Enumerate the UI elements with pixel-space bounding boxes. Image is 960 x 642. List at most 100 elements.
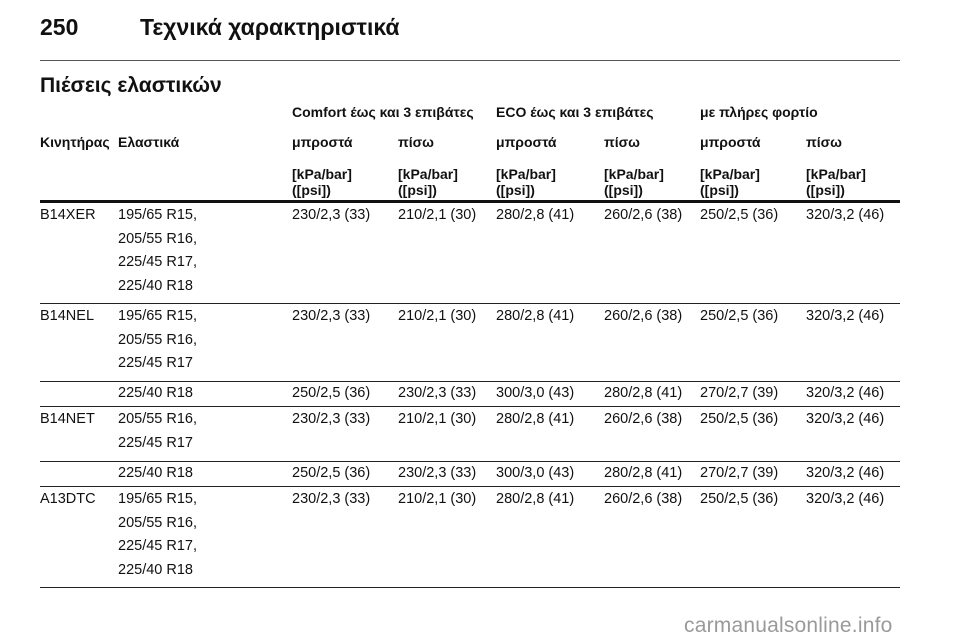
pressure-cell: 210/2,1 (30) xyxy=(398,411,477,427)
pressure-cell: 280/2,8 (41) xyxy=(604,385,683,401)
unit-label: [kPa/bar] ([psi]) xyxy=(806,166,866,198)
table-row: A13DTC 195/65 R15, 205/55 R16, 225/45 R1… xyxy=(40,487,900,588)
pressure-cell: 250/2,5 (36) xyxy=(292,385,371,401)
engine-cell: A13DTC xyxy=(40,491,96,507)
group-header-full-load: με πλήρες φορτίο xyxy=(700,104,818,120)
pressure-cell: 230/2,3 (33) xyxy=(292,411,371,427)
watermark: carmanualsonline.info xyxy=(684,614,893,637)
tyre-size: 225/45 R17 xyxy=(118,434,193,451)
pressure-cell: 320/3,2 (46) xyxy=(806,385,885,401)
tyre-size: 205/55 R16, xyxy=(118,230,198,247)
tyre-size: 225/40 R18 xyxy=(118,465,193,481)
pressure-cell: 280/2,8 (41) xyxy=(604,465,683,481)
pressure-cell: 230/2,3 (33) xyxy=(398,465,477,481)
unit-kpa-bar: [kPa/bar] xyxy=(496,166,556,182)
tyre-size: 195/65 R15, xyxy=(118,207,198,223)
tyre-size: 205/55 R16, xyxy=(118,411,198,427)
tyre-size: 225/45 R17, xyxy=(118,254,198,270)
column-header-comfort-front: μπροστά xyxy=(292,134,353,150)
table-row: 225/40 R18 250/2,5 (36) 230/2,3 (33) 300… xyxy=(40,462,900,487)
pressure-cell: 280/2,8 (41) xyxy=(496,308,575,324)
tyre-size: 225/40 R18 xyxy=(118,385,193,401)
pressure-cell: 230/2,3 (33) xyxy=(292,207,371,223)
pressure-cell: 320/3,2 (46) xyxy=(806,207,885,223)
tyre-size: 205/55 R16, xyxy=(118,514,198,531)
unit-label: [kPa/bar] ([psi]) xyxy=(398,166,458,198)
pressure-cell: 300/3,0 (43) xyxy=(496,385,575,401)
unit-kpa-bar: [kPa/bar] xyxy=(292,166,352,182)
table-row: B14XER 195/65 R15, 205/55 R16, 225/45 R1… xyxy=(40,203,900,304)
pressure-cell: 210/2,1 (30) xyxy=(398,308,477,324)
unit-psi: ([psi]) xyxy=(604,182,643,198)
unit-kpa-bar: [kPa/bar] xyxy=(700,166,760,182)
tyres-cell: 205/55 R16, 225/45 R17 xyxy=(118,411,197,458)
column-header-eco-front: μπροστά xyxy=(496,134,557,150)
engine-cell: B14NEL xyxy=(40,308,95,324)
column-header-row: Κινητήρας Ελαστικά μπροστά πίσω μπροστά … xyxy=(40,124,900,158)
pressure-cell: 320/3,2 (46) xyxy=(806,465,885,481)
pressure-cell: 280/2,8 (41) xyxy=(496,207,575,223)
pressure-cell: 260/2,6 (38) xyxy=(604,207,683,223)
pressure-cell: 250/2,5 (36) xyxy=(700,411,779,427)
unit-label: [kPa/bar] ([psi]) xyxy=(700,166,760,198)
engine-cell: B14NET xyxy=(40,411,95,427)
pressure-cell: 280/2,8 (41) xyxy=(496,411,575,427)
section-title: Πιέσεις ελαστικών xyxy=(40,74,222,97)
page-number: 250 xyxy=(40,14,79,40)
tyres-cell: 195/65 R15, 205/55 R16, 225/45 R17, 225/… xyxy=(118,491,197,585)
pressure-cell: 230/2,3 (33) xyxy=(292,308,371,324)
unit-kpa-bar: [kPa/bar] xyxy=(398,166,458,182)
pressure-cell: 250/2,5 (36) xyxy=(700,491,779,507)
unit-psi: ([psi]) xyxy=(292,182,331,198)
pressure-cell: 260/2,6 (38) xyxy=(604,491,683,507)
pressure-cell: 320/3,2 (46) xyxy=(806,491,885,507)
tyres-cell: 195/65 R15, 205/55 R16, 225/45 R17 xyxy=(118,308,197,379)
unit-label: [kPa/bar] ([psi]) xyxy=(292,166,352,198)
tyre-size: 225/45 R17 xyxy=(118,355,193,371)
tyre-size: 195/65 R15, xyxy=(118,491,198,507)
unit-psi: ([psi]) xyxy=(806,182,845,198)
table-row: B14NEL 195/65 R15, 205/55 R16, 225/45 R1… xyxy=(40,304,900,382)
column-header-eco-rear: πίσω xyxy=(604,134,641,150)
column-header-engine: Κινητήρας xyxy=(40,134,110,150)
pressure-cell: 250/2,5 (36) xyxy=(700,207,779,223)
pressure-cell: 300/3,0 (43) xyxy=(496,465,575,481)
group-header-eco: ECO έως και 3 επιβάτες xyxy=(496,104,654,120)
chapter-title: Τεχνικά χαρακτηριστικά xyxy=(140,14,400,40)
column-header-full-front: μπροστά xyxy=(700,134,761,150)
pressure-cell: 280/2,8 (41) xyxy=(496,491,575,507)
pressure-cell: 270/2,7 (39) xyxy=(700,385,779,401)
column-header-full-rear: πίσω xyxy=(806,134,843,150)
unit-kpa-bar: [kPa/bar] xyxy=(604,166,664,182)
unit-psi: ([psi]) xyxy=(398,182,437,198)
pressure-cell: 230/2,3 (33) xyxy=(398,385,477,401)
unit-label: [kPa/bar] ([psi]) xyxy=(496,166,556,198)
pressure-cell: 250/2,5 (36) xyxy=(292,465,371,481)
unit-psi: ([psi]) xyxy=(700,182,739,198)
header-divider xyxy=(40,60,900,61)
pressure-cell: 270/2,7 (39) xyxy=(700,465,779,481)
group-header-row: Comfort έως και 3 επιβάτες ECO έως και 3… xyxy=(40,104,900,124)
header-bottom-rule xyxy=(40,200,900,203)
pressure-cell: 210/2,1 (30) xyxy=(398,491,477,507)
unit-psi: ([psi]) xyxy=(496,182,535,198)
page-header: 250 Τεχνικά χαρακτηριστικά xyxy=(40,4,900,60)
pressure-cell: 260/2,6 (38) xyxy=(604,308,683,324)
pressure-cell: 250/2,5 (36) xyxy=(700,308,779,324)
pressure-cell: 320/3,2 (46) xyxy=(806,308,885,324)
tyre-size: 225/45 R17, xyxy=(118,538,198,554)
pressure-cell: 230/2,3 (33) xyxy=(292,491,371,507)
table-row: B14NET 205/55 R16, 225/45 R17 230/2,3 (3… xyxy=(40,407,900,462)
tyre-size: 205/55 R16, xyxy=(118,331,198,348)
tyre-size: 225/40 R18 xyxy=(118,561,193,578)
table-row: 225/40 R18 250/2,5 (36) 230/2,3 (33) 300… xyxy=(40,382,900,407)
tyres-cell: 195/65 R15, 205/55 R16, 225/45 R17, 225/… xyxy=(118,207,197,301)
tyre-size: 195/65 R15, xyxy=(118,308,198,324)
pressure-cell: 210/2,1 (30) xyxy=(398,207,477,223)
group-header-comfort: Comfort έως και 3 επιβάτες xyxy=(292,104,474,120)
unit-label: [kPa/bar] ([psi]) xyxy=(604,166,664,198)
engine-cell: B14XER xyxy=(40,207,96,223)
pressure-cell: 260/2,6 (38) xyxy=(604,411,683,427)
column-header-comfort-rear: πίσω xyxy=(398,134,435,150)
pressure-cell: 320/3,2 (46) xyxy=(806,411,885,427)
